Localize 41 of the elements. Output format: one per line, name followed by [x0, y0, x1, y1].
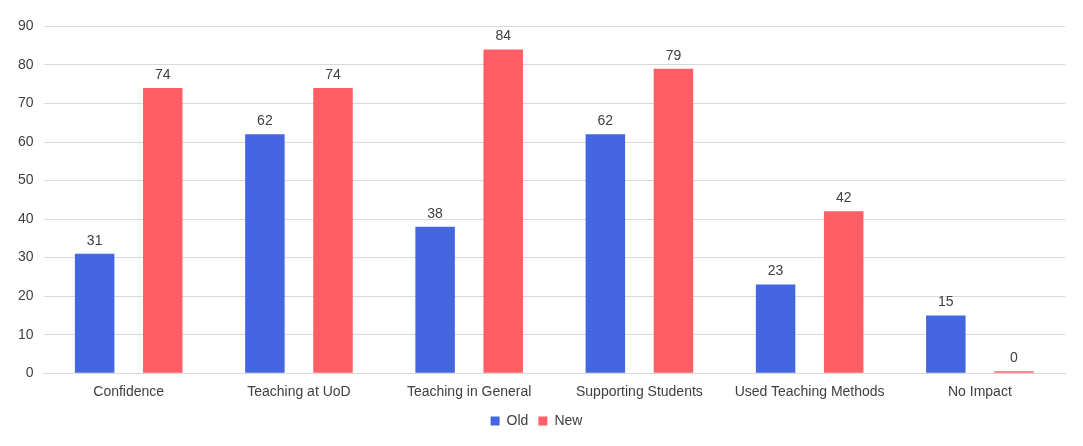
bar	[585, 134, 626, 373]
x-tick-label: Supporting Students	[575, 383, 703, 400]
x-tick-label: No Impact	[947, 383, 1012, 400]
y-tick-label: 0	[25, 364, 34, 381]
data-label: 31	[86, 231, 103, 248]
data-label: 15	[938, 293, 954, 310]
data-label: 42	[835, 189, 852, 206]
data-label: 23	[767, 262, 784, 279]
bar	[823, 211, 864, 373]
y-tick-label: 20	[17, 286, 34, 303]
y-tick-label: 10	[17, 325, 34, 342]
legend-label: New	[554, 411, 584, 428]
bar	[245, 134, 285, 373]
y-tick-label: 40	[17, 209, 34, 226]
data-label: 0	[1010, 349, 1019, 366]
bar	[313, 88, 353, 373]
x-tick-label: Teaching at UoD	[247, 383, 351, 400]
bar	[755, 284, 796, 373]
data-label: 84	[495, 27, 512, 44]
data-label: 62	[257, 112, 273, 129]
bar	[142, 88, 183, 373]
y-tick-label: 80	[17, 55, 34, 72]
data-label: 62	[597, 112, 614, 129]
data-label: 79	[665, 46, 682, 63]
bar	[653, 68, 694, 373]
bar	[483, 49, 523, 373]
y-tick-label: 70	[17, 94, 34, 111]
data-label: 38	[427, 204, 444, 221]
bar	[415, 226, 455, 373]
legend-label: Old	[506, 411, 529, 428]
y-tick-label: 30	[17, 248, 34, 265]
data-label: 74	[154, 65, 171, 82]
data-label: 74	[325, 65, 341, 82]
x-tick-label: Teaching in General	[406, 383, 532, 400]
y-tick-label: 90	[17, 17, 34, 34]
x-tick-label: Used Teaching Methods	[734, 383, 885, 400]
x-tick-label: Confidence	[93, 383, 165, 400]
bar	[74, 253, 115, 373]
y-tick-label: 60	[17, 132, 34, 149]
bar	[926, 315, 966, 373]
y-tick-label: 50	[17, 171, 34, 188]
